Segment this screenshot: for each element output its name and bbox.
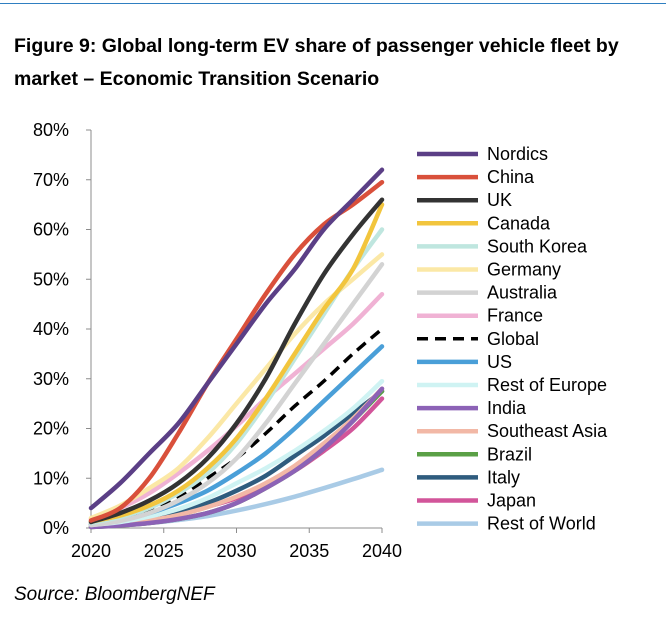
legend-label-nordics: Nordics [487, 144, 548, 164]
x-tick-label: 2020 [71, 541, 111, 561]
x-tick-label: 2035 [289, 541, 329, 561]
y-tick-label: 20% [33, 419, 69, 439]
y-tick-label: 30% [33, 369, 69, 389]
chart-title: Figure 9: Global long-term EV share of p… [14, 35, 619, 90]
series-line-uk [88, 197, 385, 525]
legend-label-rest-of-world: Rest of World [487, 514, 596, 534]
series-line-rest-of-europe [88, 378, 385, 528]
x-tick-label: 2025 [144, 541, 184, 561]
y-tick-label: 10% [33, 468, 69, 488]
x-tick-label: 2030 [216, 541, 256, 561]
legend-label-southeast-asia: Southeast Asia [487, 421, 608, 441]
legend-label-us: US [487, 352, 512, 372]
legend-label-france: France [487, 306, 543, 326]
y-tick-label: 80% [33, 120, 69, 140]
line-chart: 0% 10% 20% 30% 40% 50% 60% 70% 80% 2020 2025 2030 20… [33, 120, 608, 561]
legend-label-china: China [487, 167, 535, 187]
series-line-nordics [88, 167, 385, 511]
x-tick-label: 2040 [362, 541, 402, 561]
y-tick-label: 40% [33, 319, 69, 339]
legend-label-uk: UK [487, 190, 512, 210]
legend-label-india: India [487, 398, 527, 418]
chart-series [88, 167, 385, 530]
legend-label-south-korea: South Korea [487, 236, 588, 256]
legend-label-italy: Italy [487, 467, 520, 487]
y-tick-label: 0% [43, 518, 69, 538]
series-line-australia [88, 262, 385, 528]
legend-label-rest-of-europe: Rest of Europe [487, 375, 607, 395]
legend-label-japan: Japan [487, 491, 536, 511]
series-line-canada [88, 202, 385, 524]
legend-label-australia: Australia [487, 283, 558, 303]
legend-label-global: Global [487, 329, 539, 349]
y-tick-label: 50% [33, 269, 69, 289]
top-rule [0, 3, 666, 4]
legend-label-canada: Canada [487, 213, 551, 233]
y-tick-label: 60% [33, 220, 69, 240]
y-tick-label: 70% [33, 170, 69, 190]
chart-axes: 0% 10% 20% 30% 40% 50% 60% 70% 80% 2020 2025 2030 20… [33, 120, 402, 561]
series-line-india [88, 386, 385, 530]
source-note: Source: BloombergNEF [14, 584, 215, 605]
chart-legend: Nordics China UK Canada South Korea Germany Au… [417, 144, 608, 534]
series-line-global [90, 327, 384, 525]
series-line-south-korea [88, 227, 385, 526]
legend-label-germany: Germany [487, 260, 561, 280]
legend-label-brazil: Brazil [487, 444, 532, 464]
